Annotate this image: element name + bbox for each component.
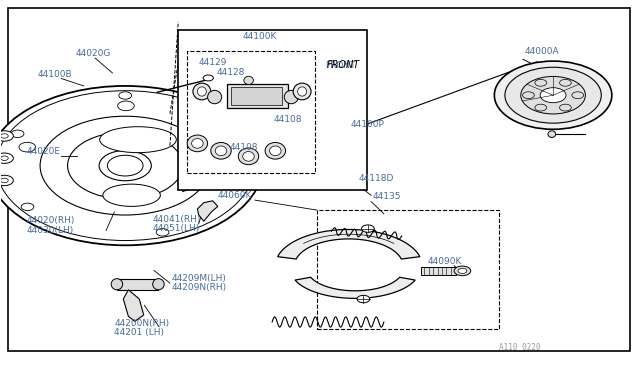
Polygon shape [295,277,415,298]
Ellipse shape [197,87,206,96]
Ellipse shape [548,131,556,137]
Circle shape [21,203,34,211]
Ellipse shape [211,142,231,159]
Text: 44051(LH): 44051(LH) [153,224,200,233]
Polygon shape [124,290,144,321]
Circle shape [203,75,213,81]
Circle shape [11,130,24,138]
Circle shape [0,153,13,163]
Text: 44020G: 44020G [76,49,111,58]
Bar [227,84,288,108]
Text: 44100B: 44100B [38,70,72,78]
Ellipse shape [244,76,253,84]
Circle shape [99,151,151,181]
Bar [317,210,499,329]
Text: 44200N(RH): 44200N(RH) [115,318,170,328]
Ellipse shape [207,90,221,104]
Circle shape [505,67,601,123]
Text: 44135: 44135 [372,192,401,201]
Text: 44128: 44128 [216,68,245,77]
Ellipse shape [153,279,164,290]
Circle shape [458,268,467,273]
Ellipse shape [215,146,227,155]
Bar [421,267,456,275]
Ellipse shape [193,83,211,100]
Polygon shape [197,201,218,221]
Circle shape [119,92,132,99]
Circle shape [227,130,239,138]
Text: 44209M(LH): 44209M(LH) [172,274,227,283]
Ellipse shape [191,138,203,148]
Circle shape [0,86,262,245]
Ellipse shape [298,87,307,96]
Circle shape [118,101,134,111]
Circle shape [156,229,169,236]
Circle shape [540,88,566,103]
Text: 44201 (LH): 44201 (LH) [115,328,164,337]
Text: FRONT: FRONT [326,60,360,70]
Bar [187,51,315,173]
Ellipse shape [293,83,311,100]
Ellipse shape [111,279,123,290]
Ellipse shape [238,148,259,165]
Text: 44209N(RH): 44209N(RH) [172,283,227,292]
Text: 44129: 44129 [198,58,227,67]
Circle shape [0,175,13,186]
Circle shape [494,61,612,129]
Text: 44100K: 44100K [242,32,276,41]
Circle shape [0,131,13,141]
Text: 44020E: 44020E [26,147,60,156]
Text: 44100P: 44100P [351,120,385,129]
Text: 44030(LH): 44030(LH) [26,226,74,235]
Ellipse shape [243,151,254,161]
Ellipse shape [284,90,298,104]
Circle shape [215,143,232,153]
Text: 44108: 44108 [229,143,258,152]
Ellipse shape [269,146,281,155]
Text: FRONT: FRONT [325,61,356,70]
Ellipse shape [187,135,207,152]
Circle shape [357,295,370,303]
Text: 44090K: 44090K [428,257,461,266]
Text: 44060K: 44060K [218,191,252,200]
Circle shape [362,225,374,232]
Text: A110 0220: A110 0220 [499,343,540,352]
Text: 44020(RH): 44020(RH) [26,216,75,225]
Ellipse shape [103,184,161,206]
Text: 44000A: 44000A [524,47,559,56]
Text: 44041(RH): 44041(RH) [153,215,201,224]
Circle shape [19,142,36,152]
Circle shape [454,266,470,276]
Ellipse shape [265,142,285,159]
Bar [117,279,159,290]
Polygon shape [278,230,420,259]
Text: 44108: 44108 [274,115,303,124]
Circle shape [521,77,586,114]
Bar [178,31,367,190]
Text: 44118D: 44118D [358,174,394,183]
Ellipse shape [100,127,176,153]
Bar [230,87,282,105]
